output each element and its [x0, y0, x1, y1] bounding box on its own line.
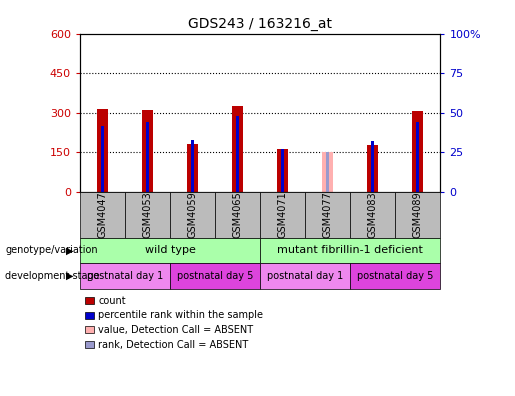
- Bar: [326, 152, 329, 192]
- Text: GSM4059: GSM4059: [187, 191, 197, 238]
- Text: GSM4065: GSM4065: [233, 191, 243, 238]
- Text: GSM4089: GSM4089: [413, 192, 423, 238]
- Title: GDS243 / 163216_at: GDS243 / 163216_at: [188, 17, 332, 31]
- Bar: [236, 116, 239, 192]
- Text: GSM4071: GSM4071: [278, 191, 287, 238]
- Text: ▶: ▶: [66, 271, 73, 281]
- Bar: [322, 152, 333, 192]
- Text: postnatal day 5: postnatal day 5: [357, 271, 434, 281]
- Bar: [187, 144, 198, 192]
- Bar: [101, 126, 104, 192]
- Text: GSM4053: GSM4053: [143, 191, 152, 238]
- Bar: [142, 110, 153, 192]
- Bar: [277, 149, 288, 192]
- Text: GSM4083: GSM4083: [368, 192, 377, 238]
- Bar: [146, 122, 149, 192]
- Text: wild type: wild type: [145, 246, 195, 255]
- Text: genotype/variation: genotype/variation: [5, 246, 98, 255]
- Text: mutant fibrillin-1 deficient: mutant fibrillin-1 deficient: [277, 246, 423, 255]
- Bar: [97, 109, 108, 192]
- Bar: [281, 149, 284, 192]
- Bar: [232, 106, 243, 192]
- Bar: [416, 122, 419, 192]
- Text: postnatal day 1: postnatal day 1: [87, 271, 163, 281]
- Text: ▶: ▶: [66, 246, 73, 255]
- Text: rank, Detection Call = ABSENT: rank, Detection Call = ABSENT: [98, 339, 249, 350]
- Bar: [412, 111, 423, 192]
- Text: count: count: [98, 295, 126, 306]
- Text: postnatal day 1: postnatal day 1: [267, 271, 344, 281]
- Text: GSM4047: GSM4047: [97, 191, 107, 238]
- Bar: [371, 141, 374, 192]
- Text: development stage: development stage: [5, 271, 100, 281]
- Text: GSM4077: GSM4077: [323, 191, 333, 238]
- Text: percentile rank within the sample: percentile rank within the sample: [98, 310, 263, 320]
- Text: value, Detection Call = ABSENT: value, Detection Call = ABSENT: [98, 325, 253, 335]
- Text: postnatal day 5: postnatal day 5: [177, 271, 253, 281]
- Bar: [367, 145, 379, 192]
- Bar: [191, 140, 194, 192]
